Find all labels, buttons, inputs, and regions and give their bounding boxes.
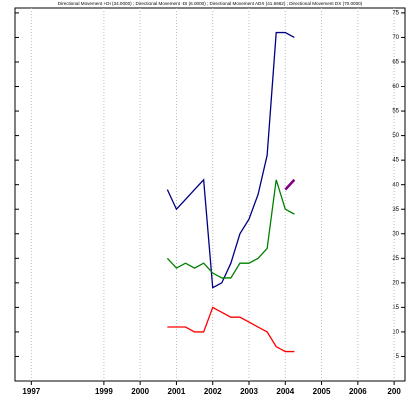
y-tick-label: 70	[392, 35, 399, 41]
y-tick-label: 75	[392, 10, 399, 16]
x-tick-label: 2006	[349, 387, 367, 396]
x-tick-label: 200	[387, 387, 401, 396]
y-tick-label: 10	[392, 329, 399, 335]
x-tick-label: 1997	[22, 387, 40, 396]
chart-title: Directional Movement +DI (34.0000) ; Dir…	[58, 1, 363, 6]
plot-frame	[14, 7, 406, 382]
x-tick-label: 2002	[204, 387, 222, 396]
y-tick-label: 5	[396, 354, 400, 360]
series-line	[167, 306, 295, 353]
y-tick-label: 30	[392, 231, 399, 237]
y-tick-label: 55	[392, 109, 399, 115]
x-tick-label: 2005	[313, 387, 331, 396]
y-tick-label: 20	[392, 280, 399, 286]
x-tick-label: 2003	[240, 387, 258, 396]
y-tick-label: 35	[392, 207, 399, 213]
y-tick-label: 45	[392, 158, 399, 164]
y-tick-label: 25	[392, 256, 399, 262]
x-tick-label: 1999	[95, 387, 113, 396]
y-tick-label: 40	[392, 182, 399, 188]
x-tick-label: 2000	[131, 387, 149, 396]
y-tick-label: 15	[392, 305, 399, 311]
x-tick-label: 2004	[276, 387, 294, 396]
series-line	[166, 31, 295, 289]
series-line	[284, 178, 296, 191]
y-tick-label: 60	[392, 84, 399, 90]
x-tick-label: 2001	[168, 387, 186, 396]
series-line	[166, 179, 295, 279]
y-tick-label: 50	[392, 133, 399, 139]
y-tick-label: 65	[392, 60, 399, 66]
